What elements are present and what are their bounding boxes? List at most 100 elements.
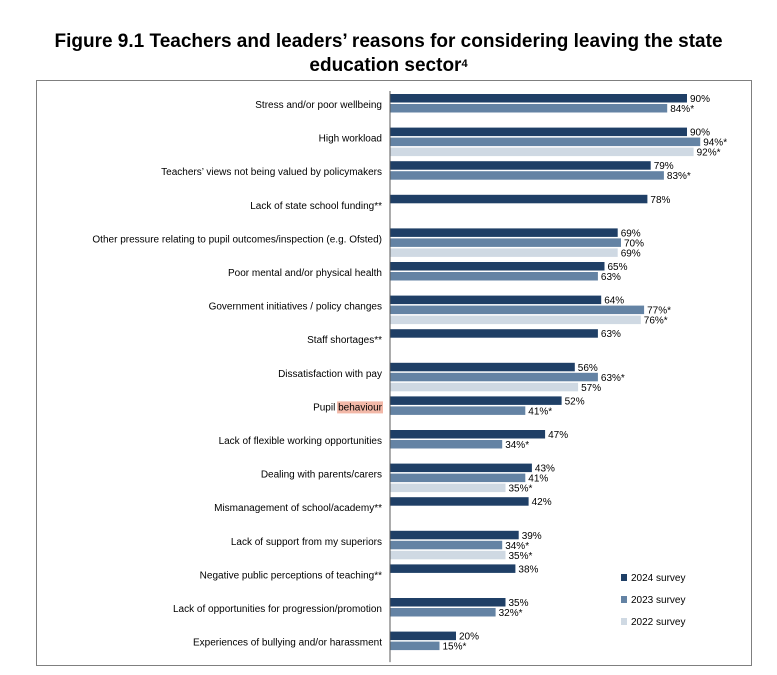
bar-2023-survey bbox=[390, 473, 526, 483]
category-label: Other pressure relating to pupil outcome… bbox=[92, 234, 382, 245]
data-label: 34%* bbox=[505, 541, 529, 552]
bar-2023-survey bbox=[390, 238, 621, 247]
bar-2023-survey bbox=[390, 137, 701, 147]
data-label: 70% bbox=[624, 238, 644, 249]
bar-2022-survey bbox=[390, 550, 506, 560]
bar-2024-survey bbox=[390, 430, 546, 439]
legend-swatch bbox=[621, 574, 627, 581]
bar-2022-survey bbox=[390, 483, 506, 493]
bar-2023-survey bbox=[390, 104, 668, 113]
bar-2024-survey bbox=[390, 161, 651, 170]
category-group: Poor mental and/or physical health 65%63% bbox=[228, 262, 628, 283]
data-label: 69% bbox=[621, 248, 641, 259]
bar-2023-survey bbox=[390, 171, 664, 180]
category-group: Stress and/or poor wellbeing 90%84%* bbox=[255, 94, 710, 115]
chart-title-line2: education sector4 bbox=[0, 54, 777, 78]
legend-label: 2023 survey bbox=[631, 595, 685, 606]
bar-2024-survey bbox=[390, 127, 687, 137]
category-label-prefix: Pupil bbox=[313, 402, 338, 413]
category-group: Lack of support from my superiors 39%34%*… bbox=[231, 530, 542, 562]
data-label: 34%* bbox=[505, 440, 529, 451]
bar-2023-survey bbox=[390, 540, 503, 550]
data-label: 65% bbox=[608, 262, 628, 273]
chart-title: Figure 9.1 Teachers and leaders’ reasons… bbox=[0, 30, 777, 78]
data-label: 41%* bbox=[528, 406, 552, 417]
category-label: Lack of state school funding** bbox=[250, 201, 382, 212]
category-label: Mismanagement of school/academy** bbox=[214, 503, 382, 514]
highlight-box bbox=[337, 401, 383, 414]
data-label: 35%* bbox=[509, 484, 533, 495]
data-label: 56% bbox=[578, 363, 598, 374]
data-label: 47% bbox=[548, 430, 568, 441]
category-group: Lack of opportunities for progression/pr… bbox=[173, 598, 529, 619]
data-label: 35% bbox=[509, 598, 529, 609]
category-label: Experiences of bullying and/or harassmen… bbox=[193, 638, 382, 649]
data-label: 64% bbox=[604, 296, 624, 307]
bar-2023-survey bbox=[390, 406, 526, 415]
category-group: Staff shortages** 63% bbox=[307, 329, 621, 346]
data-label: 63% bbox=[601, 329, 621, 340]
data-label: 35%* bbox=[509, 551, 533, 562]
data-label: 20% bbox=[459, 632, 479, 643]
legend-label: 2022 survey bbox=[631, 617, 685, 628]
data-label: 38% bbox=[518, 564, 538, 575]
bar-2023-survey bbox=[390, 608, 496, 617]
bar-chart: Stress and/or poor wellbeing 90%84%* High … bbox=[92, 91, 727, 663]
data-label: 43% bbox=[535, 464, 555, 475]
category-group: Experiences of bullying and/or harassmen… bbox=[193, 631, 479, 653]
category-label: Pupil behaviour bbox=[313, 402, 383, 413]
data-label: 77%* bbox=[647, 306, 671, 317]
bar-2023-survey bbox=[390, 440, 503, 449]
data-label: 84%* bbox=[670, 104, 694, 115]
data-label: 39% bbox=[522, 531, 542, 542]
category-label: Stress and/or poor wellbeing bbox=[255, 100, 382, 111]
category-label: Staff shortages** bbox=[307, 335, 382, 346]
category-label: Lack of support from my superiors bbox=[231, 537, 382, 548]
bar-2024-survey bbox=[390, 228, 618, 237]
category-group: Lack of state school funding** 78% bbox=[250, 194, 671, 212]
data-label: 52% bbox=[565, 396, 585, 407]
bar-2023-survey bbox=[390, 305, 645, 315]
legend-label: 2024 survey bbox=[631, 573, 685, 584]
bar-2024-survey bbox=[390, 564, 516, 573]
bar-2024-survey bbox=[390, 295, 602, 305]
category-label: Poor mental and/or physical health bbox=[228, 268, 382, 279]
bar-2023-survey bbox=[390, 641, 440, 651]
data-label: 78% bbox=[650, 195, 670, 206]
category-label: Negative public perceptions of teaching*… bbox=[200, 570, 382, 581]
bar-2024-survey bbox=[390, 262, 605, 271]
category-label: Dissatisfaction with pay bbox=[278, 369, 382, 380]
data-label: 57% bbox=[581, 383, 601, 394]
data-label: 41% bbox=[528, 474, 548, 485]
category-group: Lack of flexible working opportunities 47… bbox=[219, 430, 568, 451]
bar-2023-survey bbox=[390, 272, 598, 281]
data-label: 94%* bbox=[703, 138, 727, 149]
bar-2024-survey bbox=[390, 631, 456, 641]
bar-2024-survey bbox=[390, 94, 687, 103]
bar-2024-survey bbox=[390, 362, 575, 372]
data-label: 32%* bbox=[499, 608, 523, 619]
category-label: Lack of flexible working opportunities bbox=[219, 436, 382, 447]
category-group: High workload 90%94%*92%* bbox=[319, 127, 727, 159]
data-label: 76%* bbox=[644, 316, 668, 327]
legend-swatch bbox=[621, 596, 627, 603]
category-group: Dissatisfaction with pay 56%63%*57% bbox=[278, 362, 625, 394]
data-label: 63% bbox=[601, 272, 621, 283]
bar-2024-survey bbox=[390, 194, 648, 204]
category-group: Negative public perceptions of teaching*… bbox=[200, 564, 539, 581]
category-label: Teachers’ views not being valued by poli… bbox=[161, 167, 382, 178]
data-label: 69% bbox=[621, 228, 641, 239]
bar-2024-survey bbox=[390, 329, 598, 338]
data-label: 15%* bbox=[443, 642, 467, 653]
data-label: 42% bbox=[532, 497, 552, 508]
bar-2024-survey bbox=[390, 598, 506, 607]
footnote-marker: 4 bbox=[461, 58, 468, 70]
bar-2024-survey bbox=[390, 497, 529, 506]
chart-frame: Stress and/or poor wellbeing 90% 84%* High … bbox=[36, 80, 752, 666]
category-label-highlighted-word: behaviour bbox=[338, 402, 383, 413]
category-group: Teachers’ views not being valued by poli… bbox=[161, 161, 691, 182]
legend-swatch bbox=[621, 618, 627, 625]
bar-2022-survey bbox=[390, 248, 618, 257]
data-label: 90% bbox=[690, 94, 710, 105]
bar-2022-survey bbox=[390, 147, 694, 157]
